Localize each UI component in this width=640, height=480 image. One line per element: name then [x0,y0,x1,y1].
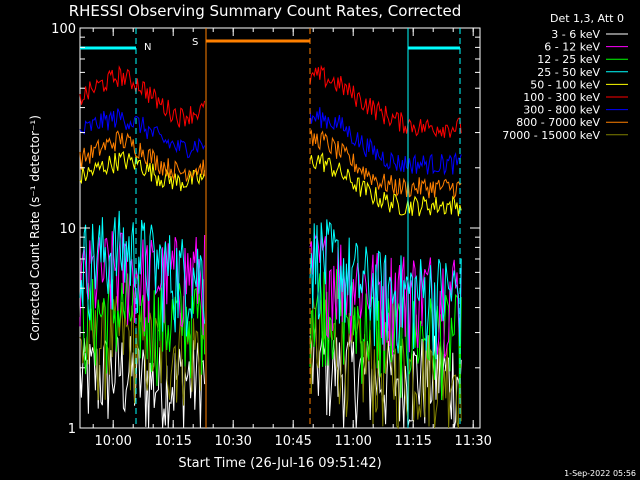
legend-label-0: 3 - 6 keV [551,28,600,41]
series-line-8-seg-0 [79,296,206,406]
legend-title: Det 1,3, Att 0 [550,12,624,25]
series-line-5-seg-1 [309,64,462,138]
series-line-3-seg-0 [79,210,206,337]
plot-frame [79,27,481,429]
chart-title: RHESSI Observing Summary Count Rates, Co… [69,2,462,20]
x-tick-label-4: 11:00 [334,434,371,449]
flag-label-n: N [144,42,151,53]
legend-label-2: 12 - 25 keV [537,53,600,66]
series-line-4-seg-0 [79,150,206,192]
y-axis-label: Corrected Count Rate (s⁻¹ detector⁻¹) [28,115,42,341]
x-tick-label-3: 10:45 [274,434,311,449]
series-line-0-seg-0 [79,335,206,429]
legend-label-7: 800 - 7000 keV [516,116,600,129]
series-line-5-seg-0 [79,65,206,128]
x-tick-label-2: 10:30 [214,434,251,449]
y-tick-label-2: 100 [51,22,76,37]
series-line-3-seg-1 [309,219,462,360]
flag-label-s: S [192,37,198,48]
footer-timestamp: 1-Sep-2022 05:56 [564,469,636,478]
legend-label-1: 6 - 12 keV [544,41,600,54]
x-axis-label: Start Time (26-Jul-16 09:51:42) [178,456,381,471]
legend-label-3: 25 - 50 keV [537,66,600,79]
x-tick-label-0: 10:00 [94,434,131,449]
tick-layer: 10:00 10:15 10:30 10:45 11:00 11:15 11:30 1 10 10… [51,22,492,449]
series-line-6-seg-1 [309,107,462,176]
series-line-0-seg-1 [309,322,462,429]
data-layer [79,64,462,430]
legend-label-8: 7000 - 15000 keV [502,129,600,142]
series-line-6-seg-0 [79,108,206,159]
x-tick-label-5: 11:15 [394,434,431,449]
x-tick-label-6: 11:30 [454,434,491,449]
series-line-7-seg-0 [79,130,206,182]
series-line-4-seg-1 [309,152,462,217]
y-tick-label-0: 1 [68,422,76,437]
x-tick-label-1: 10:15 [154,434,191,449]
legend-label-6: 300 - 800 keV [523,104,600,117]
legend-label-4: 50 - 100 keV [530,78,600,91]
legend-label-5: 100 - 300 keV [523,91,600,104]
series-line-7-seg-1 [309,129,462,200]
y-tick-label-1: 10 [59,222,76,237]
